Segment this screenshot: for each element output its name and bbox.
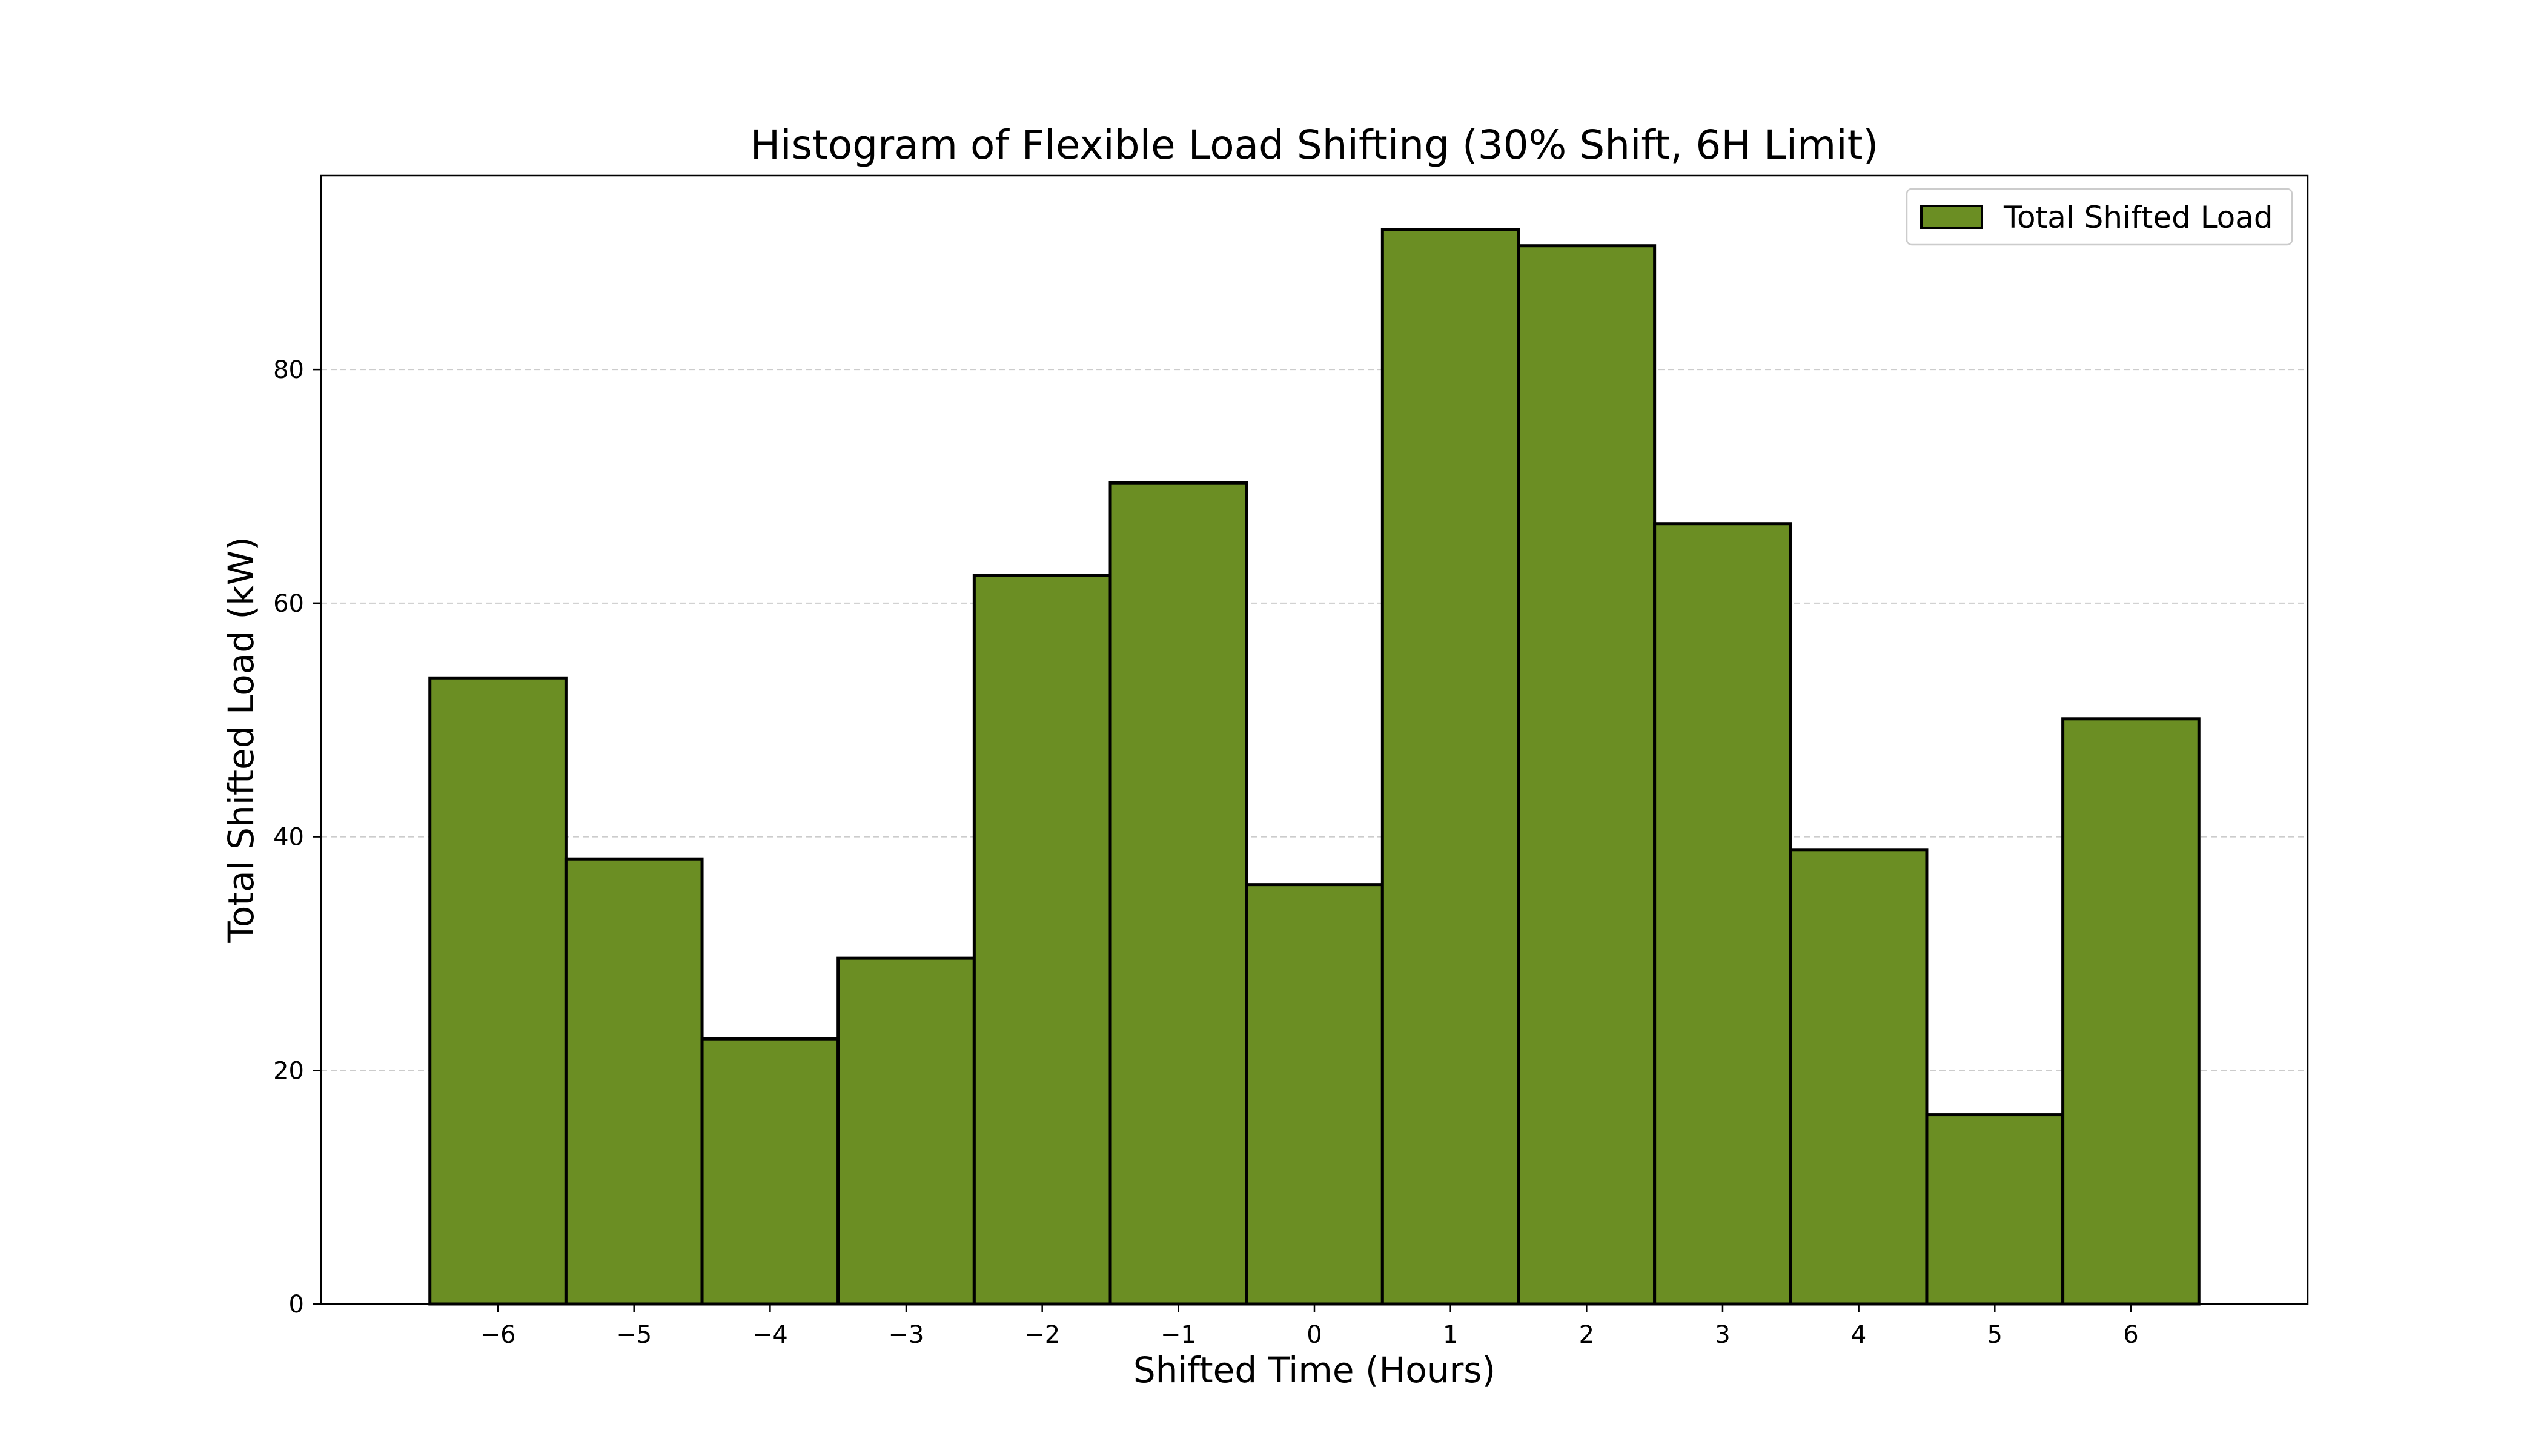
x-tick-label: 1 bbox=[1443, 1321, 1458, 1349]
x-tick-label: −4 bbox=[752, 1321, 788, 1349]
x-tick-label: 4 bbox=[1851, 1321, 1866, 1349]
y-axis-label: Total Shifted Load (kW) bbox=[220, 537, 262, 943]
y-tick-label: 40 bbox=[273, 824, 304, 852]
x-tick-label: 5 bbox=[1987, 1321, 2002, 1349]
histogram-bar bbox=[1380, 228, 1520, 1306]
histogram-bar bbox=[1517, 244, 1657, 1306]
histogram-bar bbox=[836, 956, 976, 1306]
y-tick-label: 80 bbox=[273, 356, 304, 384]
x-tick-label: 3 bbox=[1715, 1321, 1730, 1349]
x-tick-label: −2 bbox=[1024, 1321, 1060, 1349]
x-tick-label: 6 bbox=[2123, 1321, 2138, 1349]
histogram-bar bbox=[2061, 717, 2201, 1306]
histogram-bar bbox=[700, 1037, 840, 1306]
x-tick-label: −5 bbox=[616, 1321, 652, 1349]
histogram-bar bbox=[1653, 522, 1792, 1306]
chart-title: Histogram of Flexible Load Shifting (30%… bbox=[750, 122, 1879, 168]
legend-swatch bbox=[1920, 205, 1983, 229]
histogram-bar bbox=[564, 857, 704, 1306]
histogram-bar bbox=[1245, 883, 1384, 1306]
histogram-bar bbox=[972, 574, 1112, 1306]
histogram-bar bbox=[1925, 1113, 2065, 1306]
histogram-bar bbox=[1108, 481, 1248, 1306]
x-tick-label: 0 bbox=[1307, 1321, 1322, 1349]
legend-box bbox=[1906, 188, 2293, 246]
x-tick-label: −1 bbox=[1161, 1321, 1196, 1349]
x-axis-label: Shifted Time (Hours) bbox=[1133, 1349, 1496, 1391]
y-tick-label: 60 bbox=[273, 590, 304, 618]
x-tick-label: −3 bbox=[889, 1321, 924, 1349]
histogram-bar bbox=[428, 676, 568, 1306]
histogram-bar bbox=[1789, 848, 1929, 1306]
legend: Total Shifted Load bbox=[1906, 188, 2293, 246]
bar-layer bbox=[428, 228, 2201, 1306]
y-tick-label: 0 bbox=[289, 1291, 304, 1319]
x-tick-label: −6 bbox=[480, 1321, 516, 1349]
x-tick-label: 2 bbox=[1579, 1321, 1594, 1349]
y-tick-label: 20 bbox=[273, 1057, 304, 1085]
legend-label: Total Shifted Load bbox=[2003, 200, 2273, 235]
